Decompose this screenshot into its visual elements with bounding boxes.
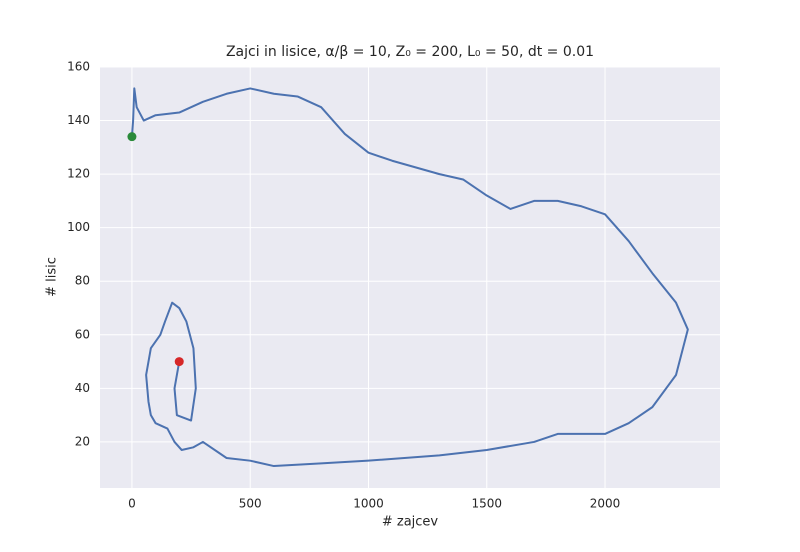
x-tick-label: 2000 (590, 497, 621, 511)
y-tick-label: 100 (67, 220, 90, 234)
plot-area (100, 67, 720, 488)
y-tick-label: 60 (75, 327, 90, 341)
y-axis-label: # lisic (45, 257, 60, 297)
y-tick-label: 120 (67, 167, 90, 181)
x-tick-label: 1000 (353, 497, 384, 511)
x-tick-label: 500 (239, 497, 262, 511)
x-axis-label: # zajcev (382, 515, 439, 530)
marker (127, 132, 137, 142)
x-tick-label: 0 (128, 497, 136, 511)
y-tick-label: 20 (75, 434, 90, 448)
line (130, 87, 689, 468)
chart-title: Zajci in lisice, α/β = 10, Z₀ = 200, L₀ … (226, 44, 594, 60)
y-tick-label: 140 (67, 113, 90, 127)
y-tick-label: 160 (67, 60, 90, 74)
y-tick-label: 40 (75, 381, 90, 395)
y-tick-label: 80 (75, 274, 90, 288)
x-tick-label: 1500 (471, 497, 502, 511)
marker (174, 357, 184, 367)
